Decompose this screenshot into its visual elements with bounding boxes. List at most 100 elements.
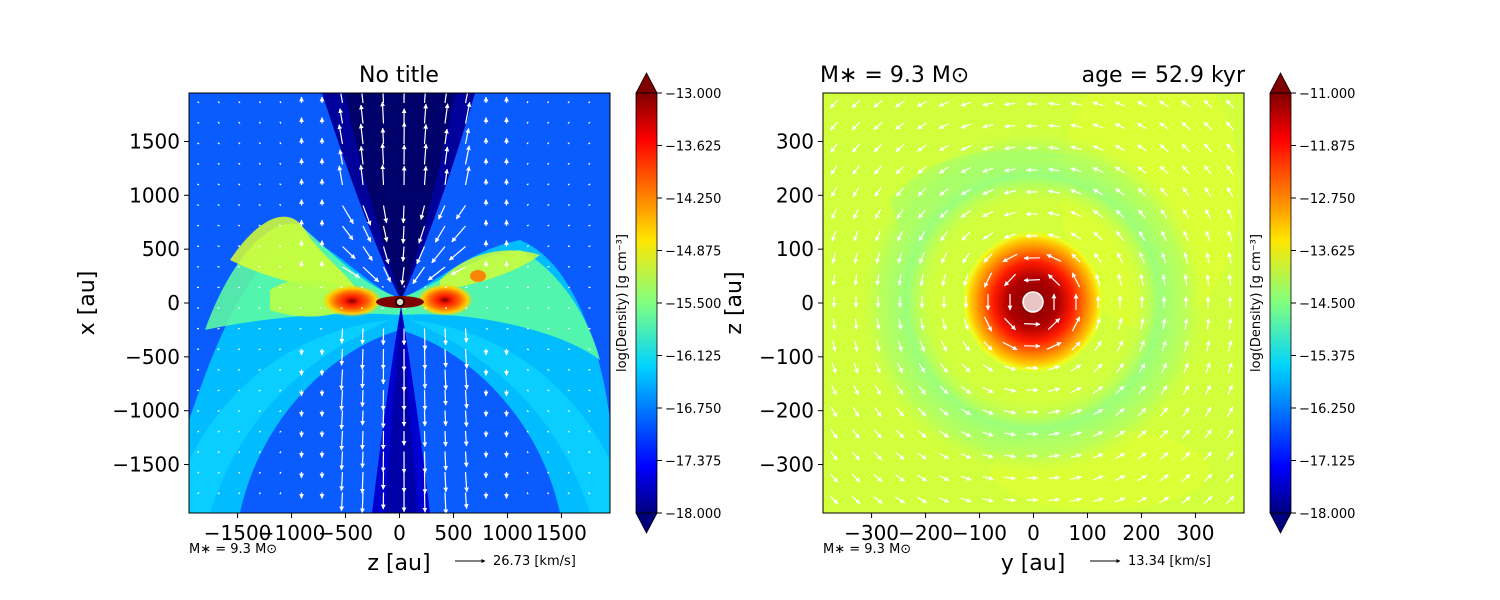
right-x-tick-label: 300 bbox=[1176, 521, 1214, 545]
left-x-axis-label: z [au] bbox=[367, 551, 430, 576]
velocity-arrow bbox=[197, 225, 199, 226]
velocity-arrow bbox=[403, 206, 404, 223]
right-y-axis-label: z [au] bbox=[722, 271, 747, 334]
right-colorbar-tick-label: −12.750 bbox=[1299, 192, 1355, 207]
left-panel: −1500−1000−500 0 500 1000 1500−1500−1000−500… bbox=[75, 63, 610, 576]
velocity-arrow bbox=[445, 349, 446, 367]
velocity-arrow bbox=[486, 329, 488, 330]
velocity-arrow bbox=[548, 349, 550, 350]
left-star-mass-note: M∗ = 9.3 M⊙ bbox=[189, 542, 277, 557]
velocity-arrow bbox=[197, 205, 199, 206]
velocity-arrow bbox=[445, 329, 446, 345]
left-colorbar-ticks: −13.000−13.625−14.250−14.875−15.500−16.1… bbox=[657, 87, 721, 522]
velocity-arrow bbox=[320, 329, 322, 330]
right-panel: −300 −200 −100 0 100 200 300−300−200−100010020… bbox=[722, 50, 1246, 576]
velocity-arrow bbox=[382, 308, 384, 309]
velocity-arrow bbox=[279, 246, 281, 247]
velocity-arrow bbox=[589, 370, 591, 371]
velocity-arrow bbox=[1024, 280, 1040, 281]
velocity-arrow bbox=[197, 246, 199, 247]
velocity-arrow bbox=[548, 225, 550, 226]
right-colorbar-tick-label: −11.000 bbox=[1299, 87, 1355, 102]
velocity-arrow bbox=[218, 349, 220, 350]
right-x-tick-label: 100 bbox=[1068, 521, 1106, 545]
velocity-arrow bbox=[362, 329, 363, 345]
velocity-arrow bbox=[568, 225, 570, 226]
left-x-tick-label: 1000 bbox=[482, 521, 533, 545]
left-colorbar-tick-label: −13.000 bbox=[665, 87, 721, 102]
right-x-tick-label: −100 bbox=[952, 521, 1007, 545]
right-x-tick-label: 0 bbox=[1027, 521, 1040, 545]
right-y-tick-label: 100 bbox=[776, 237, 814, 261]
velocity-arrow bbox=[197, 390, 199, 391]
left-colorbar: −13.000−13.625−14.250−14.875−15.500−16.1… bbox=[615, 73, 721, 533]
right-colorbar: −11.000−11.875−12.750−13.625−14.500−15.3… bbox=[1249, 73, 1355, 533]
figure: −1500−1000−500 0 500 1000 1500−1500−1000−500… bbox=[0, 0, 1500, 600]
velocity-arrow bbox=[259, 349, 261, 350]
left-y-tick-label: −1500 bbox=[112, 453, 180, 477]
velocity-arrow bbox=[425, 472, 426, 494]
right-colorbar-tick-label: −15.375 bbox=[1299, 350, 1355, 365]
velocity-arrow bbox=[259, 225, 261, 226]
left-colorbar-tick-label: −16.125 bbox=[665, 350, 721, 365]
right-y-tick-label: 300 bbox=[776, 129, 814, 153]
velocity-arrow bbox=[218, 225, 220, 226]
left-density-map bbox=[189, 82, 610, 514]
velocity-arrow bbox=[527, 266, 529, 267]
velocity-arrow bbox=[548, 246, 550, 247]
left-colorbar-tick-label: −17.375 bbox=[665, 455, 721, 470]
velocity-arrow bbox=[527, 370, 529, 371]
right-star-mass-note: M∗ = 9.3 M⊙ bbox=[823, 542, 911, 557]
left-y-tick-label: −500 bbox=[125, 345, 180, 369]
velocity-arrow bbox=[342, 329, 343, 344]
left-y-tick-label: 1500 bbox=[129, 129, 180, 153]
right-x-axis-label: y [au] bbox=[1001, 551, 1066, 576]
velocity-arrow bbox=[445, 431, 446, 446]
velocity-arrow bbox=[197, 411, 199, 412]
right-colorbar-tick-label: −16.250 bbox=[1299, 402, 1355, 417]
velocity-arrow bbox=[238, 246, 240, 247]
velocity-arrow bbox=[589, 390, 591, 391]
right-colorbar-tick-label: −18.000 bbox=[1299, 507, 1355, 522]
right-x-tick-label: 200 bbox=[1122, 521, 1160, 545]
velocity-arrow bbox=[218, 205, 220, 206]
right-title-mass: M∗ = 9.3 M⊙ bbox=[820, 63, 969, 88]
velocity-arrow bbox=[568, 246, 570, 247]
velocity-arrow bbox=[445, 452, 446, 471]
velocity-arrow bbox=[589, 225, 591, 226]
right-title-age: age = 52.9 kyr bbox=[1082, 63, 1246, 88]
velocity-arrow bbox=[568, 370, 570, 371]
right-y-tick-label: −100 bbox=[759, 345, 814, 369]
velocity-arrow bbox=[527, 246, 529, 247]
left-y-axis-label: x [au] bbox=[75, 271, 100, 336]
left-title: No title bbox=[359, 63, 439, 88]
velocity-arrow bbox=[568, 349, 570, 350]
right-density-map bbox=[823, 50, 1244, 513]
velocity-arrow bbox=[425, 329, 426, 350]
velocity-arrow bbox=[218, 246, 220, 247]
velocity-arrow bbox=[589, 246, 591, 247]
velocity-arrow bbox=[383, 128, 384, 144]
right-star-marker bbox=[1023, 292, 1043, 312]
left-y-tick-label: 0 bbox=[167, 291, 180, 315]
velocity-arrow bbox=[362, 411, 363, 426]
left-colorbar-tick-label: −14.875 bbox=[665, 245, 721, 260]
velocity-arrow bbox=[238, 370, 240, 371]
velocity-arrow bbox=[1024, 324, 1040, 325]
velocity-arrow bbox=[404, 286, 405, 288]
velocity-arrow bbox=[362, 493, 363, 513]
right-velocity-key-label: 13.34 [km/s] bbox=[1128, 554, 1211, 569]
left-x-tick-label: 1500 bbox=[536, 521, 587, 545]
right-colorbar-tick-label: −14.500 bbox=[1299, 297, 1355, 312]
right-colorbar-tick-label: −13.625 bbox=[1299, 245, 1355, 260]
velocity-arrow bbox=[300, 329, 302, 330]
right-colorbar-label: log(Density) [g cm⁻³] bbox=[1249, 234, 1264, 372]
velocity-arrow bbox=[197, 370, 199, 371]
left-colorbar-tick-label: −15.500 bbox=[665, 297, 721, 312]
velocity-arrow bbox=[279, 266, 281, 267]
left-colorbar-tick-label: −14.250 bbox=[665, 192, 721, 207]
right-y-tick-label: 200 bbox=[776, 183, 814, 207]
velocity-arrow bbox=[259, 246, 261, 247]
velocity-arrow bbox=[589, 205, 591, 206]
velocity-arrow bbox=[425, 452, 426, 473]
